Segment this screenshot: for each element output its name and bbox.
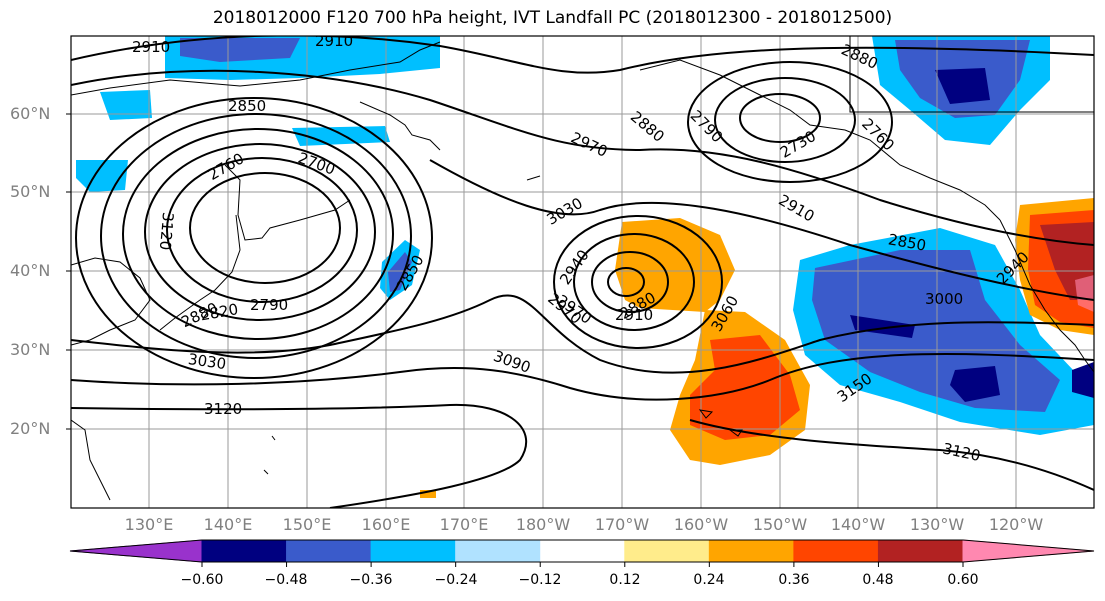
colorbar-tick-label: −0.24 xyxy=(434,572,478,588)
contour-label: 2790 xyxy=(250,296,288,314)
colorbar-tick-label: −0.60 xyxy=(180,572,224,588)
colorbar-tick-label: 0.12 xyxy=(609,572,641,588)
map-frame xyxy=(70,35,1095,509)
lon-label: 150°E xyxy=(282,515,332,534)
colorbar-segment xyxy=(455,539,541,563)
contour-label: 2910 xyxy=(615,306,653,324)
map-title: 2018012000 F120 700 hPa height, IVT Land… xyxy=(212,8,893,28)
lon-label: 160°E xyxy=(361,515,411,534)
contour-label: 2910 xyxy=(315,32,353,50)
colorbar-tick-label: 0.60 xyxy=(947,572,979,588)
contour-label: 2910 xyxy=(132,38,170,56)
axis-ticks xyxy=(66,113,71,430)
colorbar-segment xyxy=(69,539,203,563)
lon-label: 130°W xyxy=(909,515,965,534)
colorbar-tick-label: −0.12 xyxy=(518,572,562,588)
contour-label: 3030 xyxy=(187,350,227,373)
colorbar xyxy=(69,539,1095,567)
colorbar-tick-label: 0.48 xyxy=(862,572,894,588)
colorbar-tick-label: 0.24 xyxy=(693,572,725,588)
colorbar-segment xyxy=(540,540,625,562)
lon-label: 170°E xyxy=(439,515,489,534)
contour-label: 3120 xyxy=(204,400,242,418)
colorbar-segment xyxy=(877,539,964,563)
lat-label: 60°N xyxy=(10,104,51,123)
lon-label: 140°E xyxy=(203,515,253,534)
lon-label: 180°W xyxy=(515,515,571,534)
map-plot: 2910 2910 2850 2850 2760 2700 3120 2880 … xyxy=(66,32,1095,509)
lon-label: 150°W xyxy=(752,515,808,534)
contour-label: 3000 xyxy=(925,290,963,308)
contour-label: 2850 xyxy=(228,97,266,115)
lon-label: 130°E xyxy=(124,515,174,534)
gridlines xyxy=(71,36,1094,508)
colorbar-tick-label: −0.36 xyxy=(349,572,393,588)
colorbar-tick-label: 0.36 xyxy=(778,572,810,588)
colorbar-segment xyxy=(708,539,795,563)
lon-label: 120°W xyxy=(988,515,1044,534)
lat-label: 40°N xyxy=(10,261,51,280)
colorbar-segment xyxy=(370,539,457,563)
lon-label: 140°W xyxy=(830,515,886,534)
colorbar-segment xyxy=(962,539,1095,563)
lon-label: 160°W xyxy=(673,515,729,534)
colorbar-segment xyxy=(793,539,879,563)
colorbar-segment xyxy=(624,539,710,563)
colorbar-segment xyxy=(201,539,288,563)
lat-label: 30°N xyxy=(10,340,51,359)
lon-label: 170°W xyxy=(594,515,650,534)
lat-label: 20°N xyxy=(10,419,51,438)
contour-label: 3120 xyxy=(156,211,177,251)
colorbar-tick-label: −0.48 xyxy=(264,572,308,588)
colorbar-segment xyxy=(286,539,372,563)
lat-label: 50°N xyxy=(10,182,51,201)
